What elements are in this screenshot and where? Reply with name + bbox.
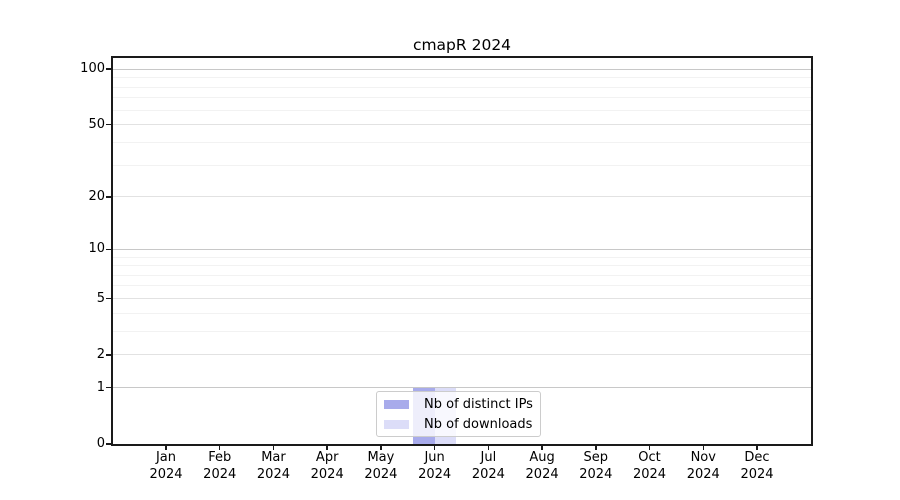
x-tick-mark	[702, 444, 705, 450]
x-tick-label: Jan 2024	[149, 450, 183, 482]
chart-title: cmapR 2024	[412, 36, 512, 54]
gridline-minor	[113, 86, 811, 88]
x-tick-label: Apr 2024	[310, 450, 344, 482]
gridline-major	[113, 387, 811, 389]
y-tick-label: 10	[88, 241, 105, 257]
y-tick-label: 100	[80, 61, 105, 77]
gridline-minor	[113, 256, 811, 258]
y-tick-label: 0	[96, 436, 105, 451]
y-tick-mark	[106, 196, 113, 198]
x-tick-mark	[648, 444, 651, 450]
gridline-major	[113, 248, 811, 250]
gridline-minor	[113, 330, 811, 332]
y-tick-label: 2	[96, 346, 105, 362]
y-tick-mark	[106, 297, 113, 300]
x-tick-mark	[165, 444, 167, 450]
x-tick-label: May 2024	[364, 450, 398, 482]
gridline-minor	[113, 77, 811, 79]
x-tick-mark	[756, 444, 758, 450]
plot-area: Nb of distinct IPs Nb of downloads	[111, 56, 813, 446]
x-tick-mark	[433, 444, 436, 450]
gridline-minor	[113, 141, 811, 143]
gridline-labeled	[113, 196, 811, 198]
gridline-major	[113, 68, 811, 70]
gridline-labeled	[113, 354, 811, 356]
x-tick-mark	[380, 444, 382, 450]
y-tick-label: 50	[88, 116, 105, 132]
x-tick-label: Dec 2024	[740, 450, 774, 482]
x-tick-label: Aug 2024	[525, 450, 559, 482]
gridline-minor	[113, 285, 811, 287]
gridline-labeled	[113, 298, 811, 299]
x-tick-label: Jun 2024	[418, 450, 452, 482]
x-tick-mark	[326, 444, 328, 450]
y-tick-mark	[106, 123, 113, 126]
x-tick-label: Oct 2024	[632, 450, 667, 482]
gridline-minor	[113, 97, 811, 99]
x-tick-label: Nov 2024	[686, 450, 720, 482]
x-tick-mark	[595, 444, 597, 450]
gridline-labeled	[113, 124, 811, 126]
gridline-minor	[113, 312, 811, 314]
x-tick-mark	[541, 444, 543, 450]
y-tick-mark	[106, 354, 113, 356]
legend-swatch-downloads	[384, 419, 409, 429]
x-tick-mark	[272, 444, 275, 450]
legend-label-downloads: Nb of downloads	[424, 416, 533, 432]
y-tick-label: 5	[96, 290, 105, 306]
x-tick-label: Sep 2024	[579, 450, 613, 482]
x-tick-mark	[487, 444, 490, 450]
gridline-minor	[113, 164, 811, 166]
y-tick-mark	[106, 68, 113, 70]
y-tick-label: 1	[96, 379, 105, 395]
x-tick-label: Jul 2024	[471, 450, 505, 482]
legend: Nb of distinct IPs Nb of downloads	[376, 391, 541, 437]
y-tick-mark	[106, 248, 113, 251]
legend-item-distinct-ips: Nb of distinct IPs	[384, 394, 533, 414]
y-tick-label: 20	[88, 188, 105, 204]
x-tick-label: Mar 2024	[256, 450, 290, 482]
y-tick-mark	[106, 443, 113, 445]
legend-item-downloads: Nb of downloads	[384, 414, 533, 434]
y-tick-mark	[106, 386, 113, 389]
gridline-minor	[113, 109, 811, 111]
gridline-minor	[113, 265, 811, 267]
legend-swatch-distinct-ips	[384, 399, 409, 409]
x-tick-label: Feb 2024	[203, 450, 237, 482]
x-tick-mark	[218, 444, 221, 450]
gridline-minor	[113, 274, 811, 276]
legend-label-distinct-ips: Nb of distinct IPs	[424, 396, 533, 412]
